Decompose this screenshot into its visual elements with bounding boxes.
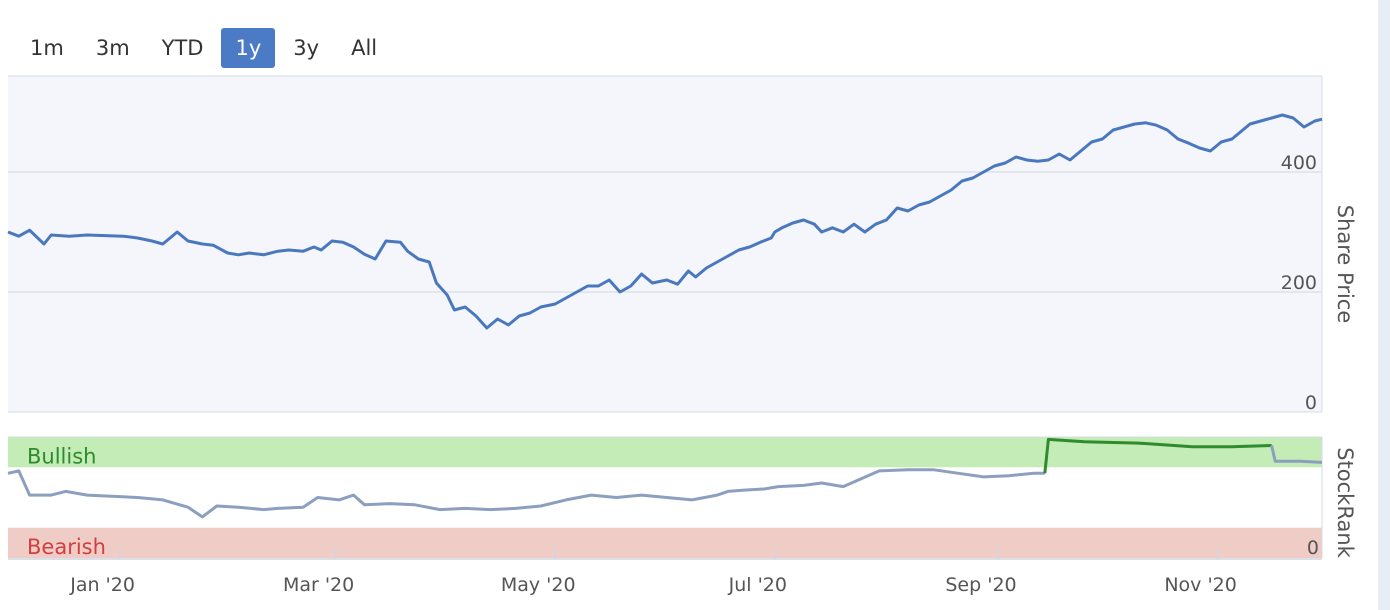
band-label-bearish: Bearish [27, 535, 106, 559]
range-button-3m[interactable]: 3m [95, 36, 130, 60]
rank-axis-title: StockRank [1333, 447, 1357, 558]
price-tick-label: 400 [1281, 152, 1317, 174]
price-tick-label: 0 [1305, 392, 1317, 414]
price-tick-label: 200 [1281, 272, 1317, 294]
range-button-ytd[interactable]: YTD [161, 36, 204, 60]
band-bearish [8, 527, 1322, 558]
share-price-line [7, 113, 1323, 330]
x-tick-label: Sep '20 [945, 574, 1016, 596]
x-tick-label: Jan '20 [69, 574, 135, 596]
scroll-strip [1378, 0, 1390, 610]
band-label-bullish: Bullish [27, 444, 96, 468]
price-axis-title: Share Price [1333, 205, 1357, 324]
stockrank-line-segment [7, 468, 1045, 519]
rank-tick-label: 0 [1307, 537, 1319, 559]
x-tick-label: Mar '20 [283, 574, 354, 596]
range-selector: 1m 3m YTD 1y 3y All [16, 27, 395, 69]
x-tick-label: May '20 [501, 574, 576, 596]
range-button-all[interactable]: All [351, 36, 378, 60]
range-button-1y[interactable]: 1y [221, 28, 276, 68]
x-tick-label: Nov '20 [1164, 574, 1237, 596]
stockrank-line-segment [1270, 445, 1323, 464]
range-button-1m[interactable]: 1m [30, 36, 64, 60]
x-tick-label: Jul '20 [728, 574, 787, 596]
stockrank-line-segment [1043, 437, 1272, 474]
price-plot-area [8, 76, 1322, 412]
range-button-3y[interactable]: 3y [293, 36, 320, 60]
